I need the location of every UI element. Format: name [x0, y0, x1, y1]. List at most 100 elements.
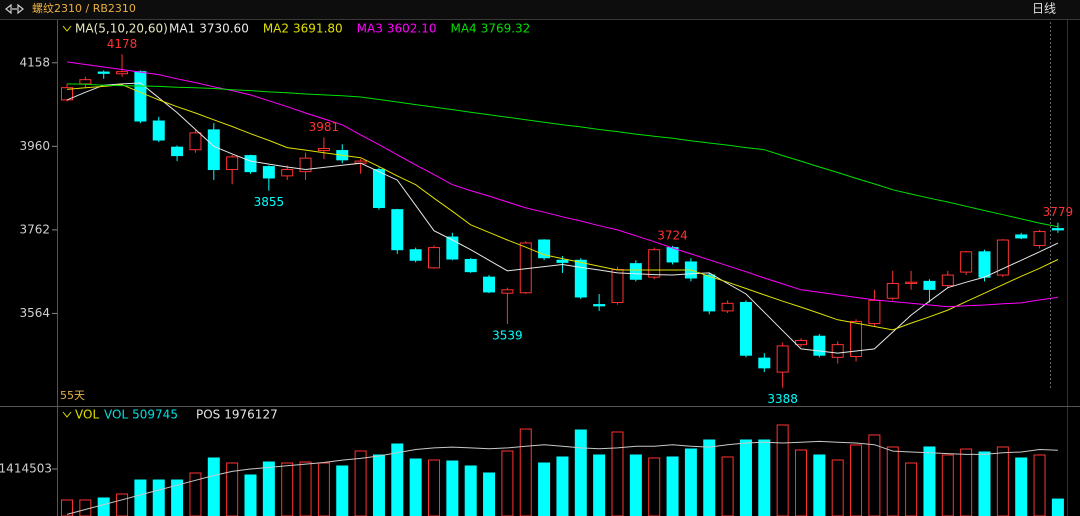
- volume-bar: [464, 465, 477, 516]
- candle-body: [483, 276, 496, 293]
- vol-toggle[interactable]: [62, 411, 72, 418]
- period-selector[interactable]: 日线: [1032, 2, 1056, 16]
- volume-bar: [1033, 454, 1046, 516]
- legend-value: 3602.10: [387, 22, 437, 36]
- candle-body: [244, 155, 257, 173]
- volume-bar: [813, 454, 826, 516]
- candle-body: [703, 274, 716, 312]
- volume-bar: [116, 493, 129, 516]
- volume-bar: [446, 460, 459, 516]
- candle-body: [538, 239, 551, 259]
- candle-body: [941, 274, 954, 287]
- candle-body: [134, 71, 147, 122]
- high-label: 4178: [107, 37, 138, 51]
- volume-bar: [1015, 457, 1028, 516]
- candle-body: [61, 87, 73, 101]
- legend-value: 3730.60: [199, 22, 249, 36]
- candle-body: [1051, 228, 1064, 231]
- candle-body: [501, 289, 514, 294]
- volume-bar: [978, 451, 991, 516]
- high-label: 3724: [657, 228, 688, 242]
- candle-body: [409, 249, 422, 261]
- volume-bar: [574, 429, 587, 516]
- candle-body: [556, 259, 569, 263]
- volume-bar: [501, 450, 514, 516]
- back-icon[interactable]: [5, 3, 24, 15]
- candle-body: [813, 335, 826, 356]
- candle-body: [795, 339, 807, 346]
- candle-body: [611, 269, 624, 303]
- legend-value: 1976127: [224, 408, 277, 422]
- candle-body: [317, 147, 330, 152]
- candle-body: [978, 251, 991, 278]
- volume-bar: [134, 479, 147, 516]
- candle-body: [171, 146, 184, 157]
- volume-bar: [244, 474, 257, 516]
- candle-body: [446, 236, 459, 260]
- volume-bar: [97, 497, 110, 516]
- candle-body: [428, 247, 440, 269]
- ma-line: [66, 61, 1058, 308]
- y-tick-label: 4158: [19, 55, 50, 69]
- volume-bar: [593, 454, 606, 516]
- candle-body: [831, 344, 844, 358]
- symbol: 螺纹2310 / RB2310: [32, 1, 136, 15]
- candle-body: [721, 302, 734, 312]
- volume-bar: [317, 462, 330, 516]
- candle-body: [996, 239, 1009, 276]
- volume-bar: [281, 462, 294, 516]
- volume-bar: [556, 456, 569, 516]
- volume-bar: [262, 461, 275, 516]
- candle-body: [207, 129, 220, 171]
- ma-toggle[interactable]: [62, 25, 72, 32]
- volume-bar: [758, 439, 771, 516]
- y-tick-label: 3960: [19, 139, 50, 153]
- legend-name: MA4: [450, 22, 476, 36]
- volume-bar: [428, 459, 440, 516]
- volume-bar: [684, 448, 697, 516]
- legend-name: MA2: [263, 22, 289, 36]
- volume-bar: [703, 439, 716, 516]
- candle-body: [648, 249, 661, 278]
- volume-bar: [868, 434, 881, 516]
- vol-indicator: VOL: [75, 408, 99, 422]
- y-tick-label: 1414503: [0, 461, 52, 475]
- volume-bar: [886, 446, 899, 516]
- volume-bar: [629, 454, 642, 516]
- candle-body: [372, 169, 385, 209]
- legend-name: POS: [196, 408, 220, 422]
- high-label: 3981: [309, 120, 340, 134]
- volume-bar: [189, 472, 202, 516]
- volume-bar: [519, 428, 532, 516]
- volume-bar: [905, 462, 918, 516]
- volume-bar: [299, 461, 312, 516]
- candle-body: [923, 280, 936, 290]
- ma-indicator: MA(5,10,20,60): [75, 22, 168, 36]
- candle-body: [464, 258, 477, 273]
- legend-name: MA3: [357, 22, 383, 36]
- candle-body: [226, 156, 239, 171]
- candle-body: [116, 71, 129, 75]
- ma-line: [66, 82, 1059, 354]
- candle-body: [905, 281, 918, 284]
- volume-bar: [666, 456, 679, 516]
- candle-body: [776, 345, 789, 373]
- volume-bar: [152, 479, 165, 516]
- volume-bar: [739, 439, 752, 516]
- volume-bar: [721, 456, 734, 516]
- volume-bar: [795, 449, 807, 516]
- candle-body: [629, 263, 642, 280]
- volume-bar: [611, 431, 624, 516]
- volume-bar: [483, 472, 496, 516]
- candle-body: [666, 247, 679, 263]
- legend-value: 509745: [132, 408, 178, 422]
- candle-body: [593, 304, 606, 307]
- volume-bar: [336, 465, 349, 516]
- low-label: 3539: [492, 328, 523, 342]
- legend-value: 3769.32: [481, 22, 531, 36]
- legend-name: MA1: [169, 22, 195, 36]
- legend-name: VOL: [104, 408, 128, 422]
- candle-body: [574, 259, 587, 298]
